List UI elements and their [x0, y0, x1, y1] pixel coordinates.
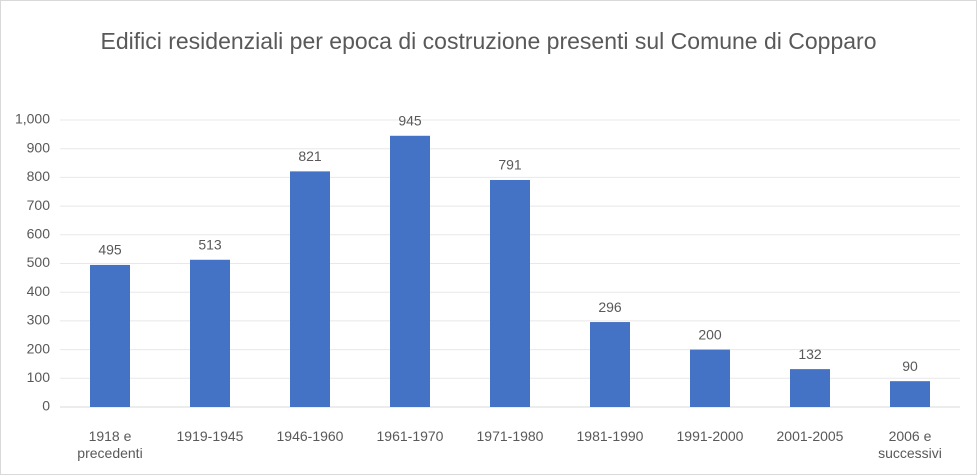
x-tick-label: 1919-1945 — [176, 428, 244, 444]
chart-title: Edifici residenziali per epoca di costru… — [100, 28, 877, 54]
y-tick-label: 500 — [27, 254, 51, 270]
x-tick-label: 1946-1960 — [276, 428, 344, 444]
bar — [90, 264, 130, 407]
data-label: 200 — [698, 326, 722, 342]
x-tick-label: 1991-2000 — [676, 428, 744, 444]
data-label: 821 — [298, 148, 322, 164]
data-label: 513 — [198, 236, 222, 252]
bar — [890, 381, 930, 407]
data-label: 791 — [498, 157, 522, 173]
bar — [790, 369, 830, 407]
y-tick-label: 200 — [27, 340, 51, 356]
data-label: 296 — [598, 299, 622, 315]
y-tick-label: 700 — [27, 197, 51, 213]
y-tick-label: 0 — [42, 398, 50, 414]
x-tick-label: 1981-1990 — [576, 428, 644, 444]
x-tick-label: 1918 e precedenti — [77, 428, 143, 461]
y-tick-label: 600 — [27, 226, 51, 242]
data-label: 495 — [98, 242, 122, 258]
y-tick-label: 300 — [27, 312, 51, 328]
bar — [290, 171, 330, 407]
bar — [190, 259, 230, 407]
y-tick-label: 800 — [27, 168, 51, 184]
data-label: 132 — [798, 346, 822, 362]
bar — [490, 179, 530, 407]
x-tick-label: 2006 e successivi — [878, 428, 942, 461]
bar — [590, 322, 630, 407]
data-label: 945 — [398, 112, 422, 128]
bar — [390, 135, 430, 407]
bar — [690, 349, 730, 407]
x-tick-label: 2001-2005 — [776, 428, 844, 444]
y-tick-label: 1,000 — [15, 111, 50, 127]
data-label: 90 — [902, 358, 918, 374]
y-tick-label: 400 — [27, 283, 51, 299]
x-tick-label: 1971-1980 — [476, 428, 544, 444]
y-tick-label: 900 — [27, 139, 51, 155]
y-tick-label: 100 — [27, 369, 51, 385]
x-tick-label: 1961-1970 — [376, 428, 444, 444]
